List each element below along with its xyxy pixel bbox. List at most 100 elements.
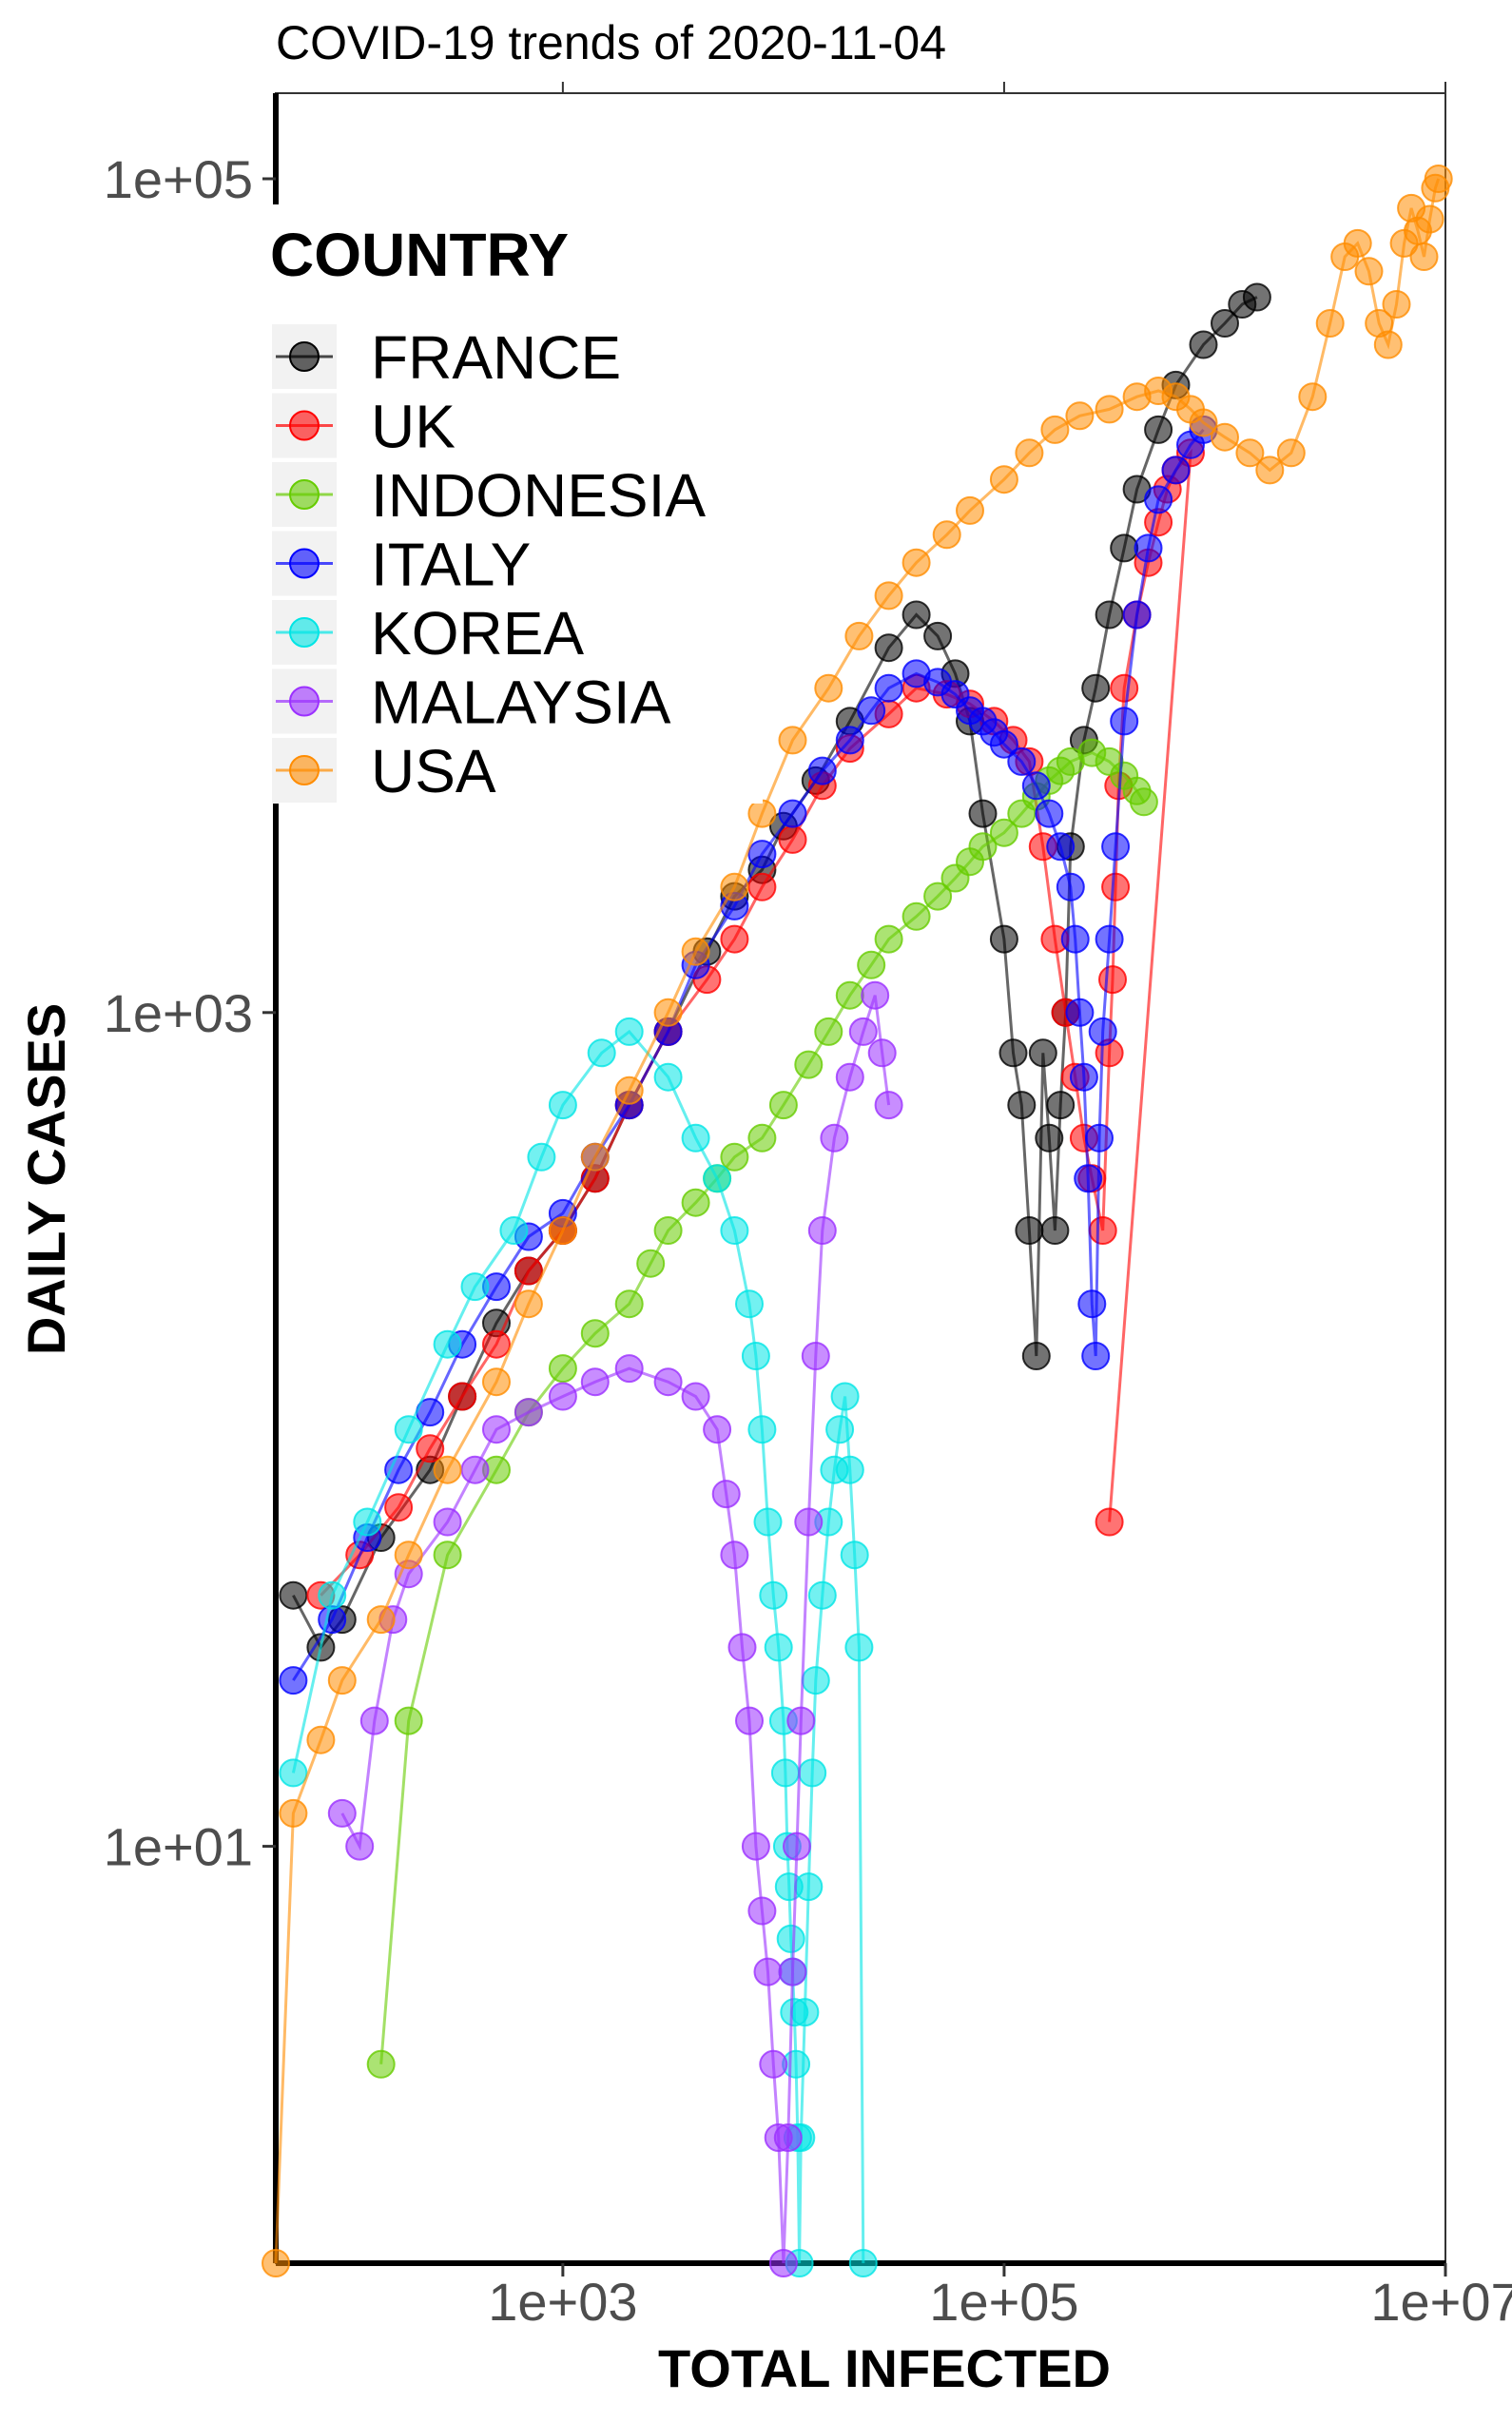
- data-point: [844, 1633, 874, 1662]
- data-point: [835, 1455, 864, 1484]
- data-point: [720, 1540, 749, 1570]
- data-point: [433, 1455, 462, 1484]
- y-tick-label: 1e+01: [104, 1817, 253, 1877]
- data-point: [1298, 382, 1328, 412]
- data-point: [989, 729, 1018, 759]
- data-point: [956, 495, 984, 525]
- data-point: [1095, 1507, 1124, 1537]
- data-point: [989, 818, 1018, 847]
- data-point: [753, 1957, 783, 1986]
- data-point: [747, 799, 777, 828]
- data-point: [1028, 1038, 1057, 1068]
- data-point: [527, 1142, 556, 1172]
- data-point: [394, 1415, 423, 1444]
- data-point: [1056, 872, 1085, 901]
- data-point: [482, 1415, 511, 1444]
- data-point: [366, 2049, 396, 2079]
- data-point: [1095, 395, 1124, 424]
- data-point: [764, 1633, 793, 1662]
- data-point: [279, 1666, 308, 1695]
- data-point: [514, 1256, 543, 1286]
- data-point: [874, 1091, 903, 1120]
- data-point: [306, 1725, 336, 1754]
- y-tick-layer: 1e+01 1e+03 1e+05: [104, 149, 276, 1877]
- data-point: [720, 1216, 749, 1245]
- data-point: [1021, 771, 1051, 801]
- data-point: [1161, 455, 1191, 485]
- data-point: [587, 1038, 616, 1068]
- data-point: [318, 1605, 347, 1635]
- data-point: [327, 1666, 357, 1695]
- data-point: [1343, 228, 1372, 258]
- data-point: [773, 2123, 803, 2152]
- data-point: [1415, 204, 1444, 234]
- data-point: [989, 465, 1018, 494]
- data-point: [778, 799, 807, 828]
- data-point: [759, 2049, 788, 2079]
- data-point: [923, 882, 953, 911]
- data-point: [720, 924, 749, 954]
- legend-item: USA: [272, 737, 496, 805]
- series-line: [379, 750, 1146, 2064]
- data-point: [794, 1507, 824, 1537]
- data-point: [548, 1216, 577, 1245]
- data-point: [747, 1415, 777, 1444]
- data-point: [735, 1289, 764, 1319]
- data-point: [433, 1540, 462, 1570]
- legend-label: UK: [371, 393, 456, 461]
- data-point: [433, 1507, 462, 1537]
- data-point: [968, 799, 998, 828]
- x-tick-label: 1e+03: [488, 2272, 637, 2332]
- data-point: [848, 1017, 878, 1046]
- data-point: [681, 1382, 710, 1411]
- data-point: [580, 1367, 610, 1397]
- data-point: [1007, 1091, 1037, 1120]
- legend-key-marker: [289, 617, 320, 648]
- data-point: [1189, 408, 1218, 437]
- data-point: [825, 1415, 855, 1444]
- data-point: [514, 1289, 543, 1319]
- data-point: [874, 924, 903, 954]
- data-point: [1409, 242, 1439, 271]
- data-point: [1211, 422, 1239, 452]
- data-point: [1122, 600, 1152, 630]
- data-point: [835, 726, 864, 755]
- data-point: [814, 673, 843, 703]
- data-point: [482, 1367, 511, 1397]
- data-point: [968, 832, 998, 862]
- data-point: [794, 1050, 824, 1079]
- x-tick-layer: 1e+03 1e+05 1e+07: [488, 82, 1512, 2332]
- data-point: [514, 1398, 543, 1427]
- data-point: [747, 1896, 777, 1926]
- legend: COUNTRY FRANCEUKINDONESIAITALYKOREAMALAY…: [268, 204, 763, 805]
- data-point: [279, 1580, 308, 1610]
- data-point: [932, 520, 961, 550]
- legend-label: USA: [371, 737, 496, 805]
- data-point: [1110, 707, 1139, 736]
- data-point: [747, 1123, 777, 1153]
- data-point: [901, 901, 931, 931]
- data-point: [1211, 309, 1239, 338]
- data-point: [1129, 787, 1158, 817]
- data-point: [901, 548, 931, 577]
- data-point: [1088, 1216, 1117, 1245]
- legend-key-marker: [289, 548, 320, 579]
- data-point: [1040, 1216, 1070, 1245]
- data-point: [1235, 438, 1265, 468]
- data-point: [1060, 924, 1090, 954]
- data-point: [653, 1216, 683, 1245]
- data-point: [548, 1382, 577, 1411]
- data-point: [867, 1038, 897, 1068]
- data-point: [1098, 965, 1127, 995]
- legend-label: INDONESIA: [371, 461, 706, 530]
- data-point: [345, 1831, 375, 1861]
- legend-title: COUNTRY: [270, 221, 569, 289]
- data-point: [1242, 282, 1271, 312]
- data-point: [835, 1062, 864, 1092]
- legend-key-marker: [289, 755, 320, 785]
- data-point: [786, 1706, 816, 1735]
- data-point: [460, 1272, 490, 1302]
- data-point: [448, 1382, 477, 1411]
